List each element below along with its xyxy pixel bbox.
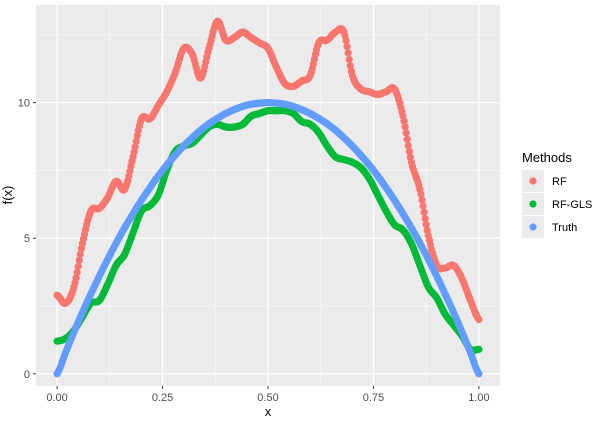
data-point [421, 214, 429, 223]
x-axis-title: x [265, 404, 272, 419]
x-axis: 0.00 0.25 0.50 0.75 1.00 [46, 386, 490, 404]
y-tick-label: 5 [24, 233, 30, 245]
data-point [131, 143, 139, 151]
data-point [72, 274, 80, 282]
data-point [475, 345, 483, 353]
data-point [74, 262, 82, 270]
data-point [419, 202, 427, 210]
data-point [401, 123, 409, 131]
data-point [346, 62, 354, 70]
data-point [420, 208, 428, 216]
legend-swatch [529, 223, 537, 231]
legend-label: RF-GLS [552, 199, 592, 211]
data-point [475, 370, 483, 378]
x-tick-label: 0.00 [46, 392, 67, 404]
data-point [345, 55, 353, 64]
y-axis-title: f(x) [0, 186, 15, 205]
data-point [422, 221, 430, 229]
legend-title: Methods [522, 150, 572, 165]
data-point [400, 117, 408, 125]
data-point [73, 268, 81, 276]
x-tick-label: 0.25 [152, 392, 173, 404]
data-point [132, 137, 140, 145]
data-point [405, 148, 413, 156]
y-axis: 0 5 10 [18, 98, 36, 381]
data-point [343, 42, 351, 51]
data-point [403, 135, 411, 143]
legend-swatch [529, 200, 537, 208]
data-point [402, 129, 410, 137]
data-point [76, 250, 84, 258]
y-tick-label: 0 [24, 369, 30, 381]
legend-label: RF [552, 176, 567, 188]
data-point [417, 190, 425, 198]
legend-swatch [529, 177, 537, 185]
data-point [418, 196, 426, 204]
series-truth [53, 99, 483, 378]
data-point [75, 256, 83, 264]
x-tick-label: 1.00 [468, 392, 489, 404]
data-point [475, 315, 483, 324]
data-point [404, 141, 412, 150]
data-point [342, 37, 350, 45]
data-point [344, 49, 352, 57]
series-rf-gls [53, 106, 483, 354]
legend-label: Truth [552, 222, 577, 234]
legend: Methods RF RF-GLS Truth [522, 150, 592, 238]
x-tick-label: 0.50 [257, 392, 278, 404]
y-tick-label: 10 [18, 98, 30, 110]
x-tick-label: 0.75 [363, 392, 384, 404]
series-rf [53, 17, 483, 324]
series-layer [53, 17, 483, 378]
